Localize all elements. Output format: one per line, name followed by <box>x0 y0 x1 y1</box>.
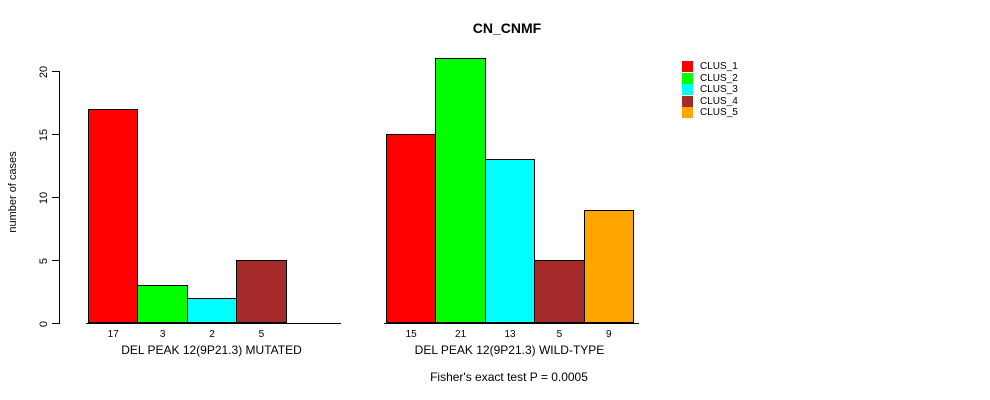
y-axis-tick <box>52 134 59 135</box>
bar-value-label: 5 <box>556 329 563 340</box>
y-axis-tick <box>52 260 59 261</box>
bar-value-label: 17 <box>107 329 119 340</box>
y-axis-tick <box>52 71 59 72</box>
bar-clus_3 <box>484 159 536 323</box>
legend-item: CLUS_1 <box>682 61 738 73</box>
bar-value-label: 9 <box>606 329 612 340</box>
bar-value-label: 15 <box>405 329 417 340</box>
legend-item: CLUS_4 <box>682 95 738 108</box>
y-tick-label: 15 <box>38 128 50 141</box>
bar-value-label: 5 <box>258 329 265 340</box>
legend-swatch <box>682 95 693 107</box>
legend-item: CLUS_2 <box>682 72 738 85</box>
legend-label: CLUS_4 <box>700 95 738 107</box>
x-category-label: DEL PEAK 12(9P21.3) MUTATED <box>121 343 302 357</box>
stat-caption: Fisher's exact test P = 0.0005 <box>430 370 588 384</box>
bar-value-label: 21 <box>455 329 467 340</box>
y-tick-label: 10 <box>38 191 50 204</box>
legend-label: CLUS_2 <box>700 72 738 84</box>
bar-clus_5 <box>583 209 634 323</box>
legend-swatch <box>682 84 693 96</box>
legend: CLUS_1 CLUS_2 CLUS_3 CLUS_4 CLUS_5 <box>682 61 738 119</box>
bar-value-label: 13 <box>504 329 516 340</box>
bar-value-label: 3 <box>159 329 166 340</box>
legend-item: CLUS_3 <box>682 84 738 96</box>
chart-title: CN_CNMF <box>472 20 542 36</box>
bar-clus_1 <box>386 134 437 323</box>
bar-clus_2 <box>435 58 486 323</box>
legend-swatch <box>682 72 693 84</box>
legend-swatch <box>682 61 693 73</box>
bar-clus_3 <box>186 297 238 323</box>
y-axis-tick <box>52 323 59 324</box>
y-axis-line <box>59 71 60 324</box>
x-category-label: DEL PEAK 12(9P21.3) WILD-TYPE <box>414 343 605 357</box>
y-tick-label: 5 <box>38 257 50 264</box>
y-tick-label: 20 <box>38 65 50 78</box>
bar-value-label: 2 <box>209 329 215 340</box>
legend-label: CLUS_1 <box>700 61 738 73</box>
x-axis-line <box>384 323 639 324</box>
bar-clus_4 <box>236 260 287 323</box>
y-tick-label: 0 <box>38 320 50 327</box>
bar-clus_4 <box>534 260 585 323</box>
bar-clus_2 <box>137 285 188 323</box>
y-axis-tick <box>52 197 59 198</box>
bar-clus_1 <box>88 108 139 323</box>
legend-label: CLUS_5 <box>700 107 738 119</box>
legend-label: CLUS_3 <box>700 84 738 96</box>
x-axis-line <box>86 323 341 324</box>
legend-swatch <box>682 107 693 119</box>
legend-item: CLUS_5 <box>682 107 738 119</box>
